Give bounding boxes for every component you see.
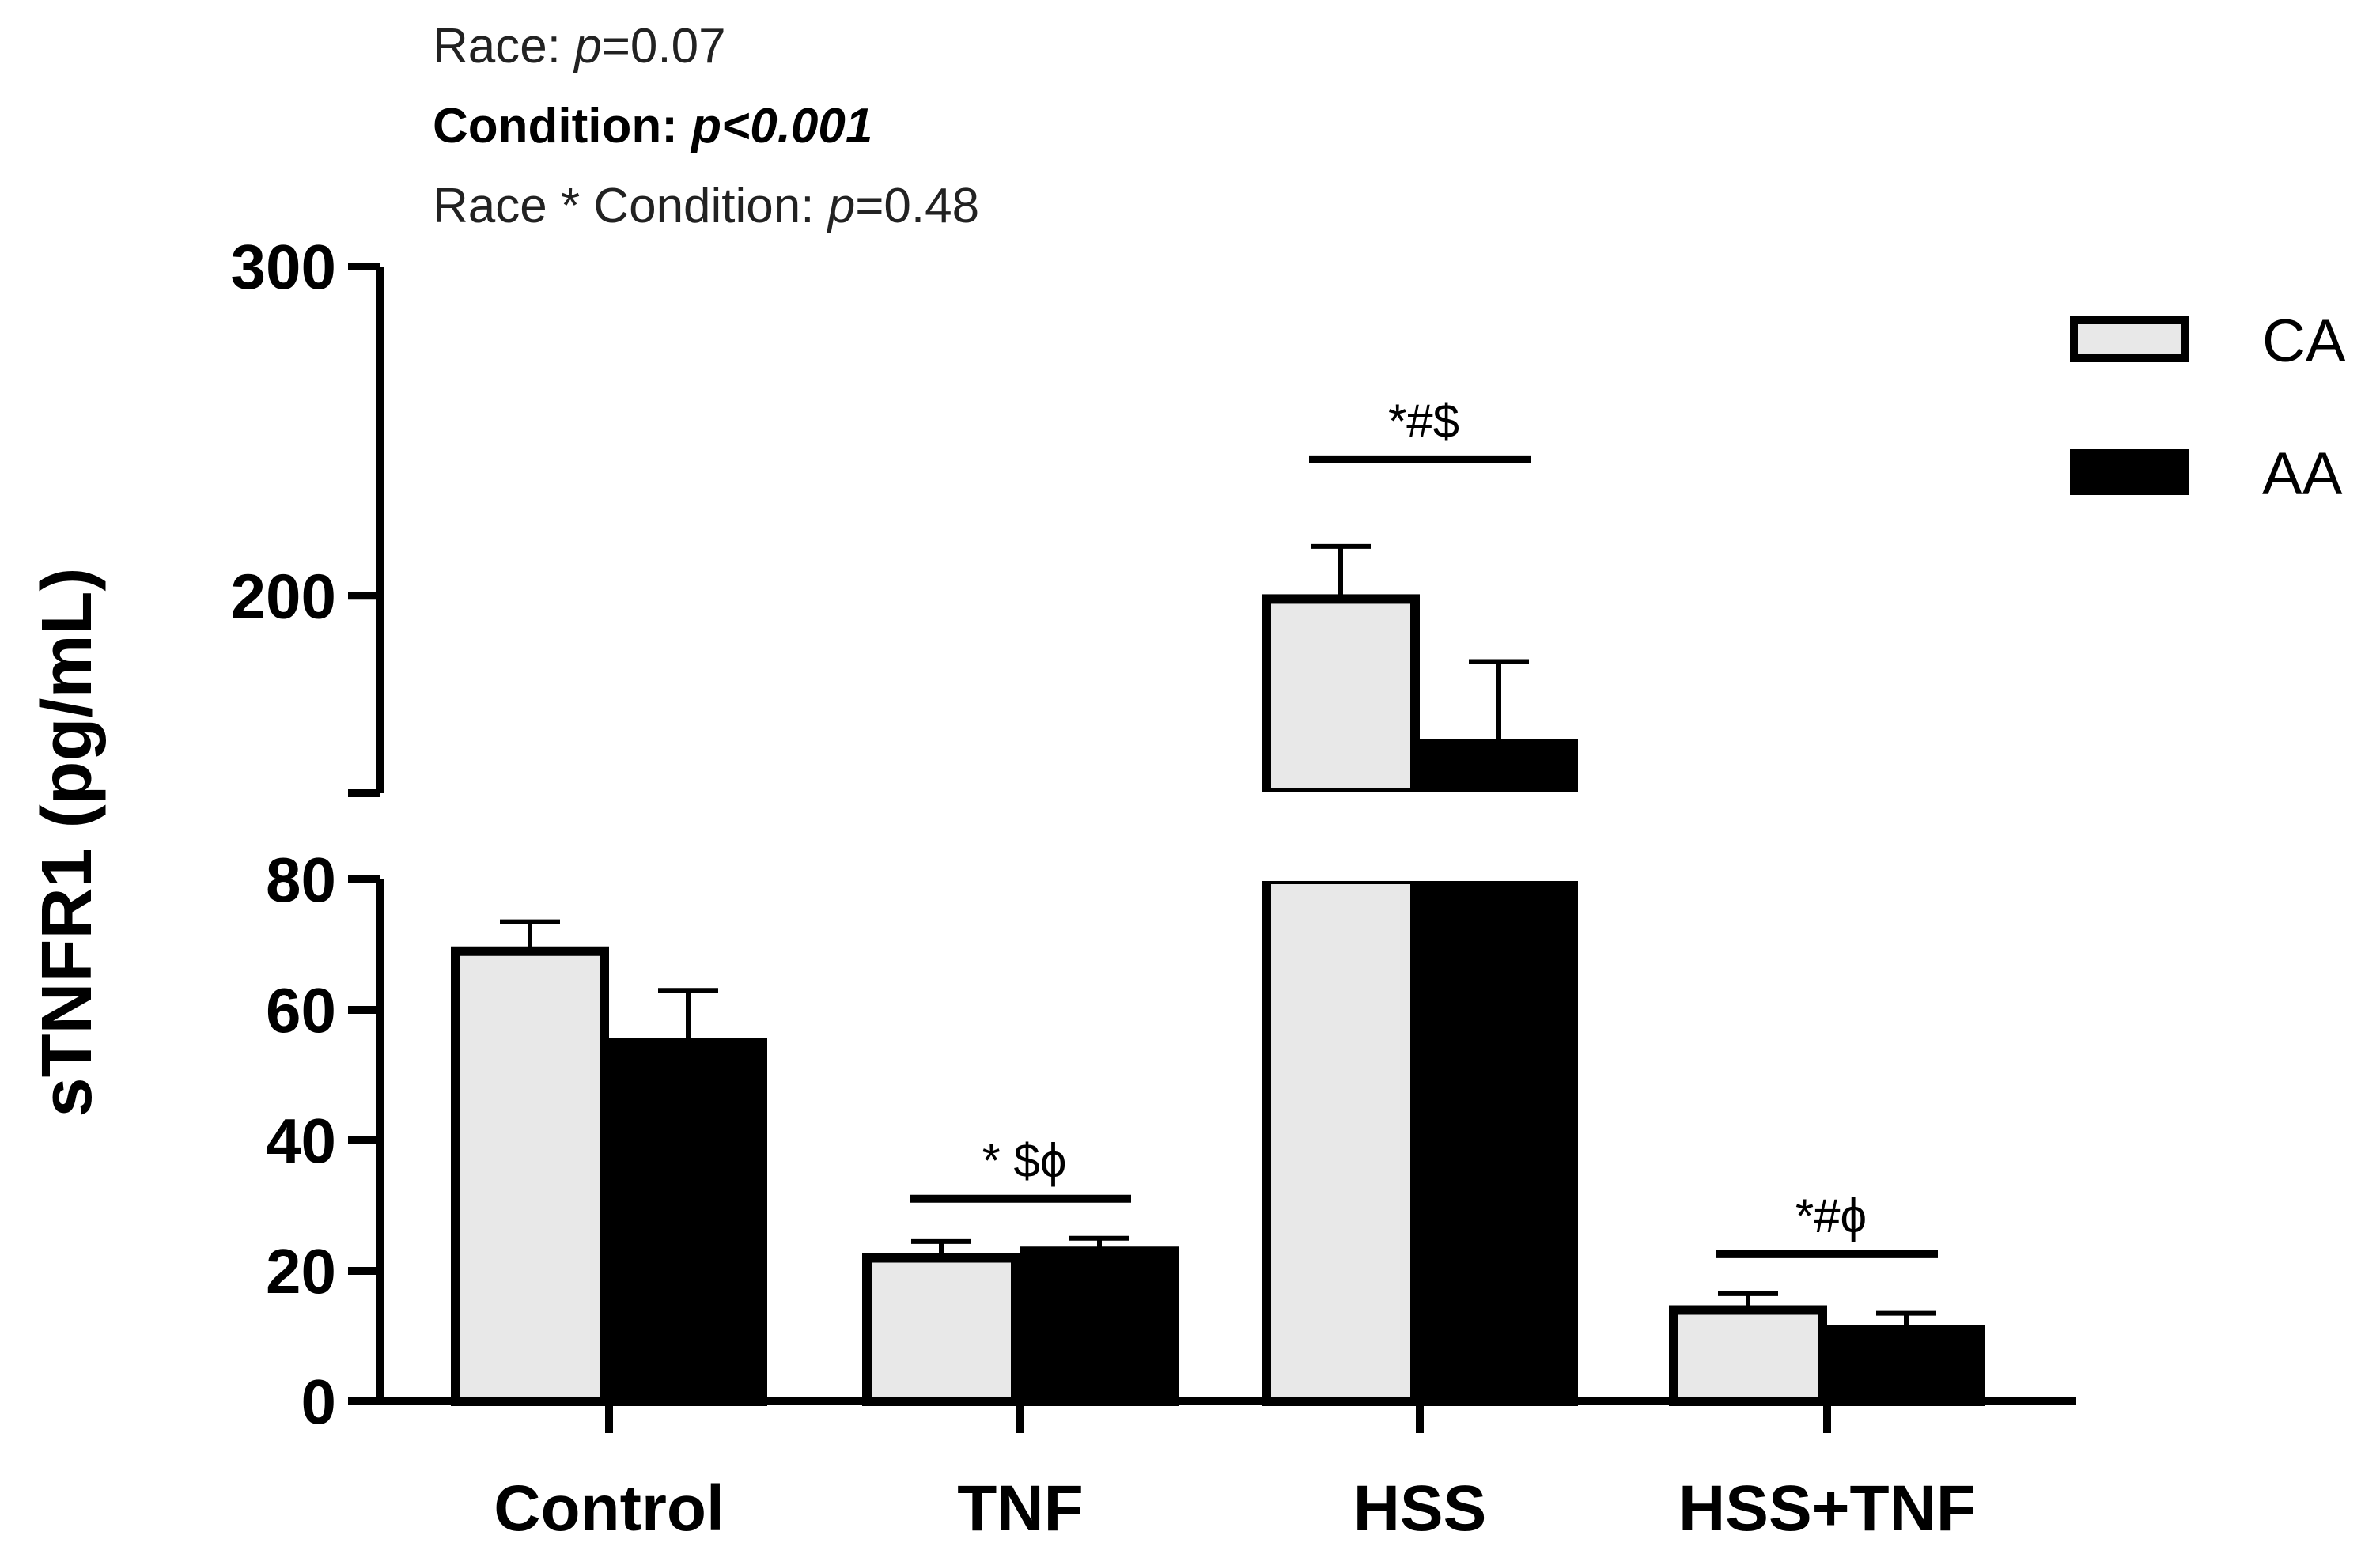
bar-ca-control [451, 946, 609, 1406]
axes: 0 20 40 60 80 200 300 Control TNF HSS HSS+TNF [231, 232, 2076, 1545]
break-mask [1420, 873, 1578, 881]
break-mask [1420, 792, 1578, 800]
bar-ca-tnf [862, 1253, 1020, 1406]
legend-label-ca: CA [2262, 308, 2346, 375]
x-tick-label: Control [494, 1473, 724, 1545]
bar-aa-control [609, 1038, 767, 1406]
y-tick-label: 20 [266, 1236, 336, 1306]
significance-markers: * $ϕ *#$ *#ϕ [910, 395, 1938, 1258]
legend-label-aa: AA [2262, 440, 2343, 508]
y-tick-label: 60 [266, 975, 336, 1045]
y-tick-label: 80 [266, 845, 336, 915]
y-tick-label: 200 [231, 561, 336, 631]
bars [451, 594, 1985, 1406]
error-bars [500, 543, 1936, 1330]
bar-ca-hss+tnf [1669, 1305, 1827, 1406]
y-tick-label: 300 [231, 232, 336, 302]
significance-label: *#ϕ [1795, 1189, 1867, 1242]
y-tick-label: 0 [301, 1367, 337, 1437]
legend: CA AA [2070, 308, 2346, 508]
condition-effect: Condition: p<0.001 [433, 99, 873, 153]
bar-aa-hss-upper [1420, 739, 1578, 798]
break-mask [1262, 792, 1420, 800]
significance-label: *#$ [1388, 395, 1459, 448]
bar-ca-hss-lower [1262, 875, 1420, 1406]
race-effect: Race: p=0.07 [433, 19, 726, 74]
y-axis-label: sTNFR1 (pg/mL) [28, 568, 107, 1117]
x-tick-label: HSS+TNF [1678, 1473, 1976, 1545]
y-tick-label: 40 [266, 1106, 336, 1176]
legend-swatch-ca [2070, 316, 2189, 362]
x-tick-label: TNF [957, 1473, 1083, 1545]
bar-ca-hss-upper [1262, 594, 1420, 798]
x-tick-label: HSS [1353, 1473, 1487, 1545]
bar-aa-hss+tnf [1827, 1325, 1985, 1406]
interaction-effect: Race * Condition: p=0.48 [433, 179, 980, 233]
legend-swatch-aa [2070, 449, 2189, 495]
statistics-annotation: Race: p=0.07 Condition: p<0.001 Race * C… [433, 6, 979, 246]
bar-aa-hss-lower [1420, 875, 1578, 1406]
bar-aa-tnf [1020, 1246, 1179, 1406]
significance-label: * $ϕ [982, 1134, 1067, 1187]
break-mask [1262, 873, 1420, 881]
